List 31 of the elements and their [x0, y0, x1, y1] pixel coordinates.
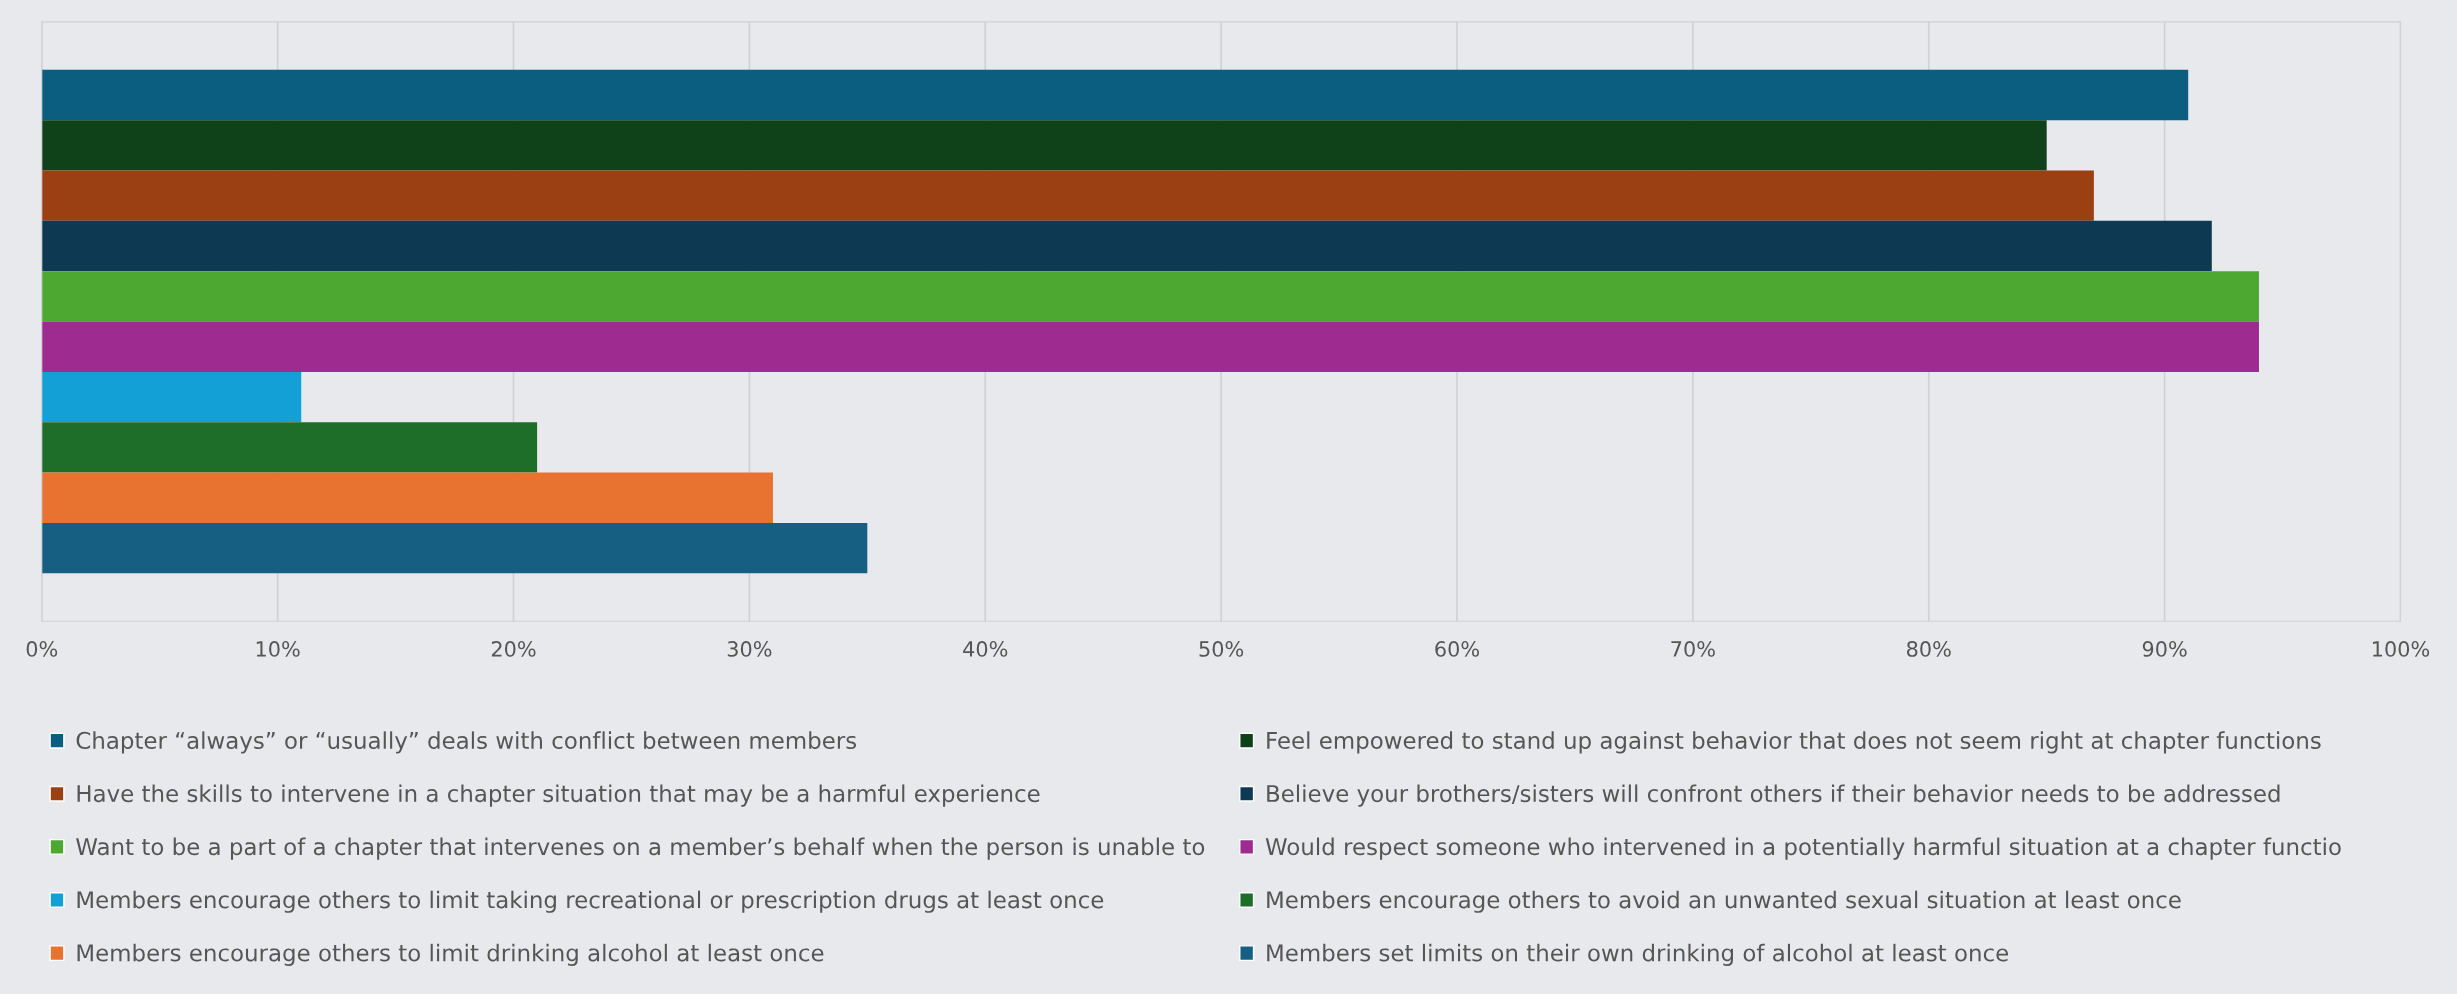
bar — [41, 422, 538, 473]
bar — [41, 321, 2259, 372]
x-tick-label: 20% — [491, 641, 536, 657]
bar — [41, 271, 2259, 322]
legend-label: Believe your brothers/sisters will confront others if their behavior needs to be addressed — [1267, 784, 2280, 807]
x-tick-label: 50% — [1199, 641, 1244, 657]
bar — [41, 170, 2094, 221]
legend-label: Want to be a part of a chapter that intervenes on a member’s behalf when the person is unable to — [76, 837, 1205, 860]
bar — [41, 220, 2212, 272]
legend-label: Members set limits on their own drinking of alcohol at least once — [1267, 943, 2009, 966]
x-tick-label: 100% — [2373, 641, 2430, 657]
x-tick-label: 60% — [1435, 641, 1479, 657]
x-tick-label: 40% — [963, 641, 1008, 657]
bar — [41, 522, 868, 574]
legend-label: Members encourage others to limit drinking alcohol at least once — [77, 943, 824, 966]
bar — [41, 371, 302, 423]
legend-label: Members encourage others to limit taking recreational or prescription drugs at least once — [77, 890, 1104, 913]
x-tick-label: 0% — [26, 641, 58, 657]
x-tick-label: 90% — [2142, 641, 2187, 657]
legend-label: Would respect someone who intervened in a potentially harmful situation at a chapter functio — [1265, 837, 2341, 860]
x-tick-label: 70% — [1671, 641, 1715, 657]
bar — [41, 472, 773, 523]
legend-label: Have the skills to intervene in a chapter situation that may be a harmful experience — [77, 784, 1040, 807]
x-tick-label: 80% — [1907, 641, 1951, 657]
legend-label: Chapter “always” or “usually” deals with conflict between members — [76, 731, 857, 754]
x-tick-label: 30% — [727, 641, 772, 657]
bar — [41, 69, 2189, 121]
legend-label: Feel empowered to stand up against behavior that does not seem right at chapter functions — [1267, 731, 2321, 754]
legend-label: Members encourage others to avoid an unwanted sexual situation at least once — [1267, 890, 2181, 913]
bar — [41, 120, 2047, 171]
x-tick-label: 10% — [256, 641, 300, 657]
